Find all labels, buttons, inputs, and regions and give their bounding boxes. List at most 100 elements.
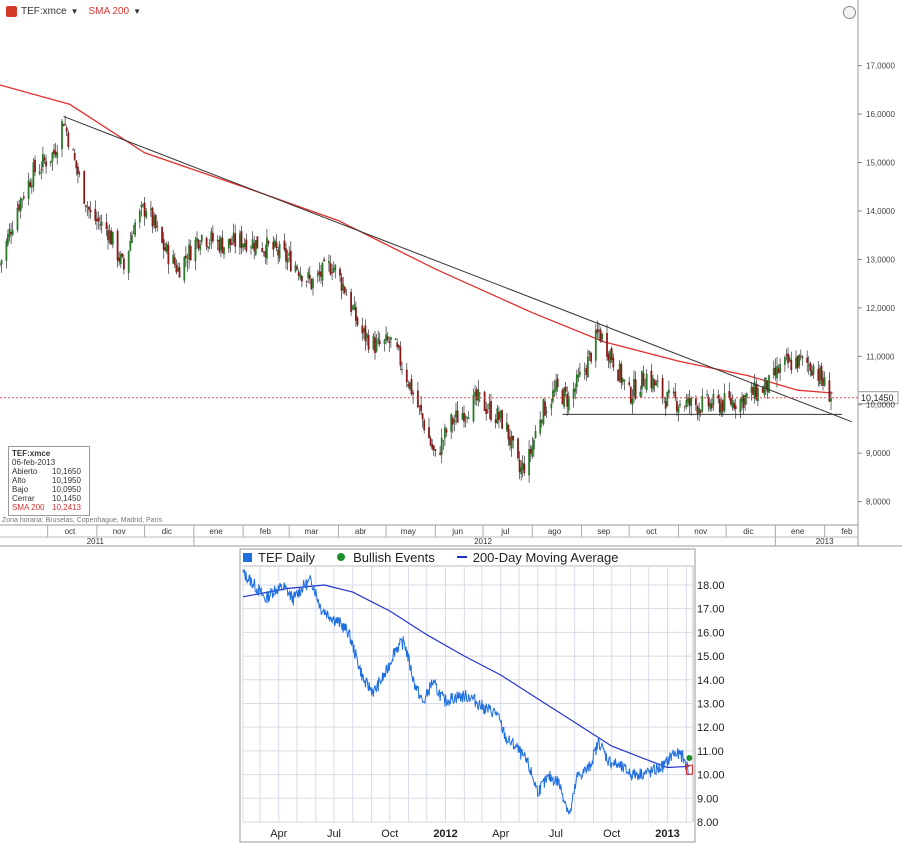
candle-body	[734, 405, 737, 409]
x-year-label: 2012	[474, 537, 492, 546]
candle-body	[668, 389, 670, 394]
candle-body	[455, 410, 457, 418]
legend-row-low: Bajo 10,0950	[12, 485, 81, 494]
indicator-selector-label[interactable]: SMA 200	[88, 5, 130, 17]
candle-body	[305, 281, 308, 283]
candle-body	[229, 238, 232, 245]
candle-body	[40, 169, 43, 171]
candle-body	[744, 395, 747, 405]
candle-body	[172, 255, 175, 264]
candle-body	[390, 337, 392, 340]
candle-body	[208, 243, 211, 245]
symbol-dropdown-caret-icon[interactable]: ▼	[70, 6, 79, 16]
candle-body	[666, 392, 669, 407]
candle-body	[418, 405, 421, 407]
x-tick-label: 2013	[655, 828, 679, 840]
candle-body	[162, 239, 165, 250]
candle-body	[451, 417, 454, 425]
candle-body	[445, 429, 448, 433]
legend-item-ma: 200-Day Moving Average	[456, 550, 618, 565]
candle-body	[764, 377, 767, 389]
candle-body	[434, 449, 437, 451]
candle-body	[339, 268, 341, 276]
y-tick-label: 18.00	[697, 580, 725, 592]
candle-body	[633, 379, 635, 397]
candle-body	[153, 215, 155, 226]
candle-body	[177, 267, 179, 272]
candle-body	[550, 404, 553, 409]
y-tick-label: 11,0000	[866, 352, 895, 361]
candle-body	[661, 378, 664, 398]
candle-body	[34, 159, 36, 172]
candle-body	[367, 335, 370, 350]
top-chart-canvas: 10,1450 8,0000 9,0000 10,0000 11,0000 12,000…	[0, 0, 902, 547]
candle-body	[812, 366, 815, 375]
candle-body	[53, 149, 55, 154]
candle-body	[312, 279, 314, 288]
candle-body	[741, 397, 743, 403]
candle-body	[164, 247, 167, 251]
candle-body	[787, 353, 789, 364]
legend-date: 06-feb-2013	[12, 458, 56, 467]
candle-body	[56, 151, 59, 158]
candle-body	[189, 245, 192, 261]
candle-body	[739, 399, 742, 413]
y-tick-label: 16,0000	[866, 110, 895, 119]
candle-body	[316, 273, 319, 277]
x-month-label: feb	[841, 527, 853, 536]
candle-body	[523, 463, 526, 474]
candle-body	[288, 252, 291, 256]
x-tick-label: Apr	[270, 828, 287, 840]
y-tick-label: 9.00	[697, 793, 718, 805]
candle-body	[223, 247, 225, 255]
candle-body	[528, 449, 530, 476]
candle-body	[639, 392, 642, 397]
candle-body	[18, 204, 20, 210]
candle-body	[755, 383, 758, 400]
symbol-selector-label[interactable]: TEF:xmce	[21, 5, 67, 17]
candle-body	[567, 396, 570, 411]
candle-body	[131, 234, 133, 243]
candle-body	[156, 226, 159, 227]
candle-body	[262, 251, 265, 253]
candle-body	[712, 394, 715, 405]
candle-body	[207, 246, 209, 249]
candle-body	[507, 424, 510, 440]
candle-body	[88, 207, 90, 210]
candle-body	[809, 362, 812, 371]
candle-body	[466, 417, 468, 419]
candle-body	[342, 284, 345, 291]
candle-body	[596, 329, 599, 333]
candle-body	[520, 467, 523, 475]
candle-body	[698, 407, 700, 414]
y-tick-label: 14.00	[697, 675, 725, 687]
y-tick-label: 13.00	[697, 698, 725, 710]
candle-body	[264, 251, 267, 258]
candle-body	[575, 374, 578, 388]
candle-body	[221, 237, 224, 253]
x-month-label: dic	[743, 527, 753, 536]
clock-icon[interactable]	[843, 6, 856, 19]
indicator-dropdown-caret-icon[interactable]: ▼	[133, 6, 141, 16]
candle-body	[386, 336, 389, 341]
y-tick-label: 9,0000	[866, 449, 891, 458]
candle-body	[394, 339, 397, 340]
y-tick-label: 10,0000	[866, 401, 895, 410]
candle-body	[145, 211, 148, 218]
candle-body	[788, 357, 791, 362]
candle-body	[218, 239, 221, 252]
candle-body	[167, 244, 170, 265]
candle-body	[478, 392, 481, 394]
candle-body	[644, 387, 646, 389]
candle-body	[267, 241, 270, 244]
candle-body	[256, 236, 259, 249]
candle-body	[440, 437, 443, 455]
candle-body	[138, 210, 141, 223]
candle-body	[490, 401, 492, 420]
x-month-label: may	[401, 527, 416, 536]
candle-body	[579, 371, 581, 375]
blue-square-icon	[243, 552, 252, 562]
candle-body	[100, 221, 103, 226]
candle-body	[242, 244, 244, 248]
candle-body	[730, 397, 732, 405]
